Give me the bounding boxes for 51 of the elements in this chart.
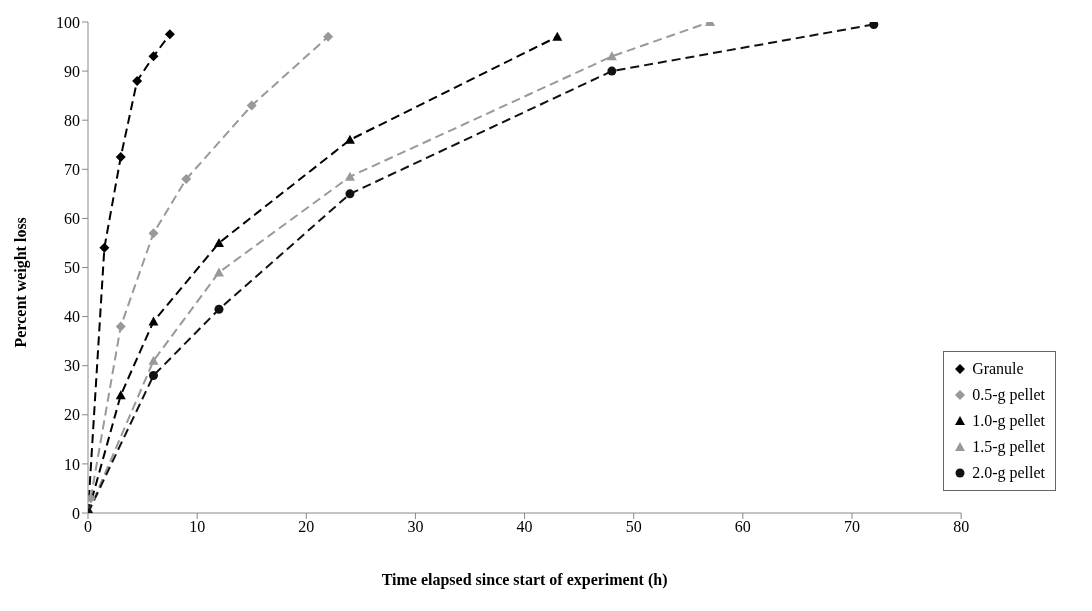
legend-label: 1.0-g pellet <box>972 411 1045 432</box>
point <box>607 66 617 76</box>
x-tick-label: 0 <box>84 518 92 536</box>
point <box>323 31 334 42</box>
point <box>213 237 224 247</box>
point <box>115 390 126 400</box>
legend-label: Granule <box>972 359 1024 379</box>
legend-label: 1.5-g pellet <box>972 437 1045 458</box>
y-tick-label: 10 <box>64 455 80 473</box>
y-tick-label: 60 <box>64 210 80 228</box>
point <box>181 174 192 185</box>
y-tick-label: 70 <box>64 160 80 178</box>
point <box>148 371 158 381</box>
point <box>344 171 355 181</box>
point <box>115 321 126 332</box>
x-tick-label: 50 <box>625 518 642 536</box>
point <box>344 134 355 144</box>
point <box>132 75 143 86</box>
legend-label: 2.0-g pellet <box>972 463 1045 484</box>
x-tick-label: 70 <box>843 518 860 536</box>
point <box>552 31 563 41</box>
point <box>148 228 159 239</box>
point <box>606 51 617 61</box>
point <box>148 355 159 365</box>
point <box>869 22 879 29</box>
x-tick-label: 60 <box>734 518 751 536</box>
x-tick-label: 80 <box>953 518 970 536</box>
point <box>148 316 159 326</box>
point <box>246 100 257 111</box>
y-tick-label: 0 <box>72 504 80 522</box>
x-tick-label: 40 <box>516 518 533 536</box>
point <box>148 51 159 62</box>
y-tick-label: 40 <box>64 308 80 326</box>
point <box>164 29 175 40</box>
point <box>213 267 224 277</box>
y-axis-title: Percent weight loss <box>11 217 30 348</box>
point <box>214 304 224 314</box>
y-tick-label: 80 <box>64 111 80 129</box>
y-tick-label: 20 <box>64 406 80 424</box>
point <box>345 189 355 199</box>
legend-label: 0.5-g pellet <box>972 385 1045 406</box>
y-tick-label: 50 <box>64 259 80 277</box>
point <box>99 242 110 253</box>
x-axis-title: Time elapsed since start of experiment (h) <box>381 571 668 589</box>
x-tick-label: 30 <box>407 518 424 536</box>
y-tick-label: 30 <box>64 357 80 375</box>
point <box>115 152 126 163</box>
x-tick-label: 10 <box>189 518 206 536</box>
y-tick-label: 100 <box>56 13 80 31</box>
x-tick-label: 20 <box>298 518 315 536</box>
y-tick-label: 90 <box>64 62 80 80</box>
